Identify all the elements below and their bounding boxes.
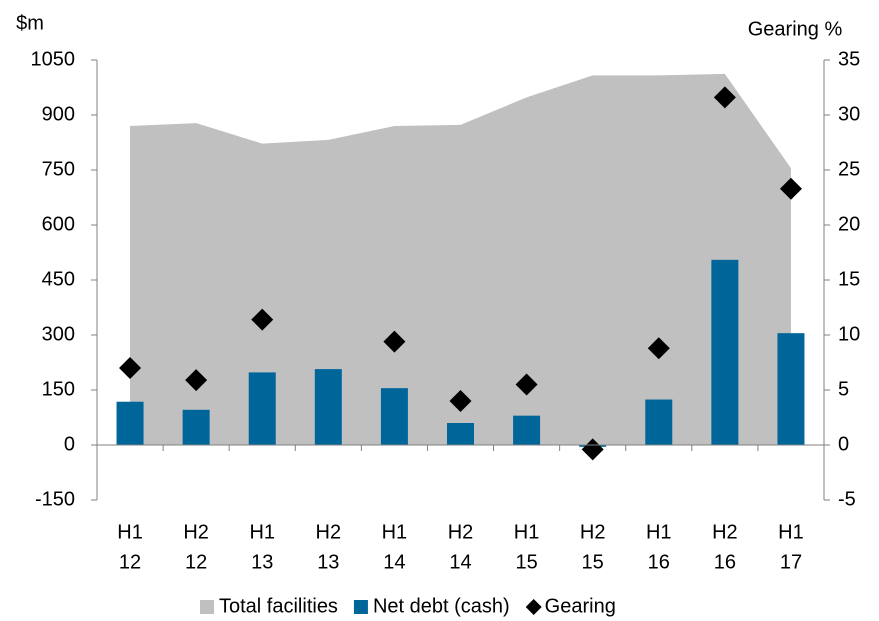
x-tick-label: H1 [249,521,275,543]
y2-tick-label: 35 [838,48,860,70]
bar [513,415,541,445]
y2-tick-label: 10 [838,323,860,345]
y2-tick-label: 25 [838,158,860,180]
diamond-marker [647,337,670,360]
diamond-marker [383,330,406,353]
bar [711,259,739,445]
bar [116,401,144,445]
y-tick-label: 300 [42,323,75,345]
x-tick-label: 13 [251,551,273,573]
y-tick-label: 1050 [31,48,76,70]
x-tick-label: 14 [449,551,471,573]
x-tick-label: H2 [448,521,474,543]
x-tick-label: 15 [582,551,604,573]
y-axis-label: $m [16,12,44,34]
diamond-marker [779,177,802,200]
y-tick-label: 450 [42,268,75,290]
y-tick-label: 0 [64,433,75,455]
diamond-marker [713,86,736,109]
y2-tick-label: 30 [838,103,860,125]
x-tick-label: 16 [714,551,736,573]
diamond-marker [251,308,274,331]
legend-label: Total facilities [219,595,338,617]
diamond-marker [119,357,142,379]
x-tick-label: H1 [778,521,804,543]
x-tick-label: 12 [119,551,141,573]
y2-tick-label: 0 [838,433,849,455]
y2-tick-label: 20 [838,213,860,235]
y-tick-label: 900 [42,103,75,125]
x-tick-label: H1 [382,521,408,543]
x-tick-label: 16 [648,551,670,573]
x-tick-label: H2 [183,521,209,543]
y-tick-label: 150 [42,378,75,400]
x-tick-label: H2 [580,521,606,543]
bar [447,423,474,445]
x-tick-label: H2 [316,521,342,543]
diamond-marker [581,438,604,461]
area [130,73,791,445]
x-tick-label: H1 [646,521,672,543]
bar [380,388,408,445]
y-tick-label: 600 [42,213,75,235]
legend-swatch [525,599,542,615]
legend: Total facilities Net debt (cash) Gearing [200,595,616,617]
x-tick-label: H1 [514,521,540,543]
x-tick-label: 14 [383,551,405,573]
x-tick-label: 15 [515,551,537,573]
y2-tick-label: -5 [838,488,856,510]
y-tick-label: -150 [35,488,75,510]
legend-label: Net debt (cash) [373,595,510,617]
x-tick-label: H2 [712,521,738,543]
x-tick-label: 13 [317,551,339,573]
bar [645,399,673,445]
y2-tick-label: 5 [838,378,849,400]
legend-swatch [353,600,368,614]
x-tick-label: 12 [185,551,207,573]
diamond-marker [185,369,208,392]
bar [182,409,210,445]
y-tick-label: 750 [42,158,75,180]
x-tick-label: H1 [117,521,143,543]
bar [777,333,805,445]
diamond-marker [515,373,538,396]
legend-swatch [200,600,214,614]
bar [314,369,342,445]
x-tick-label: 17 [780,551,802,573]
legend-label: Gearing [545,595,616,617]
y2-tick-label: 15 [838,268,860,290]
bar [248,372,276,445]
diamond-marker [449,390,472,412]
y2-axis-label: Gearing % [748,18,843,40]
